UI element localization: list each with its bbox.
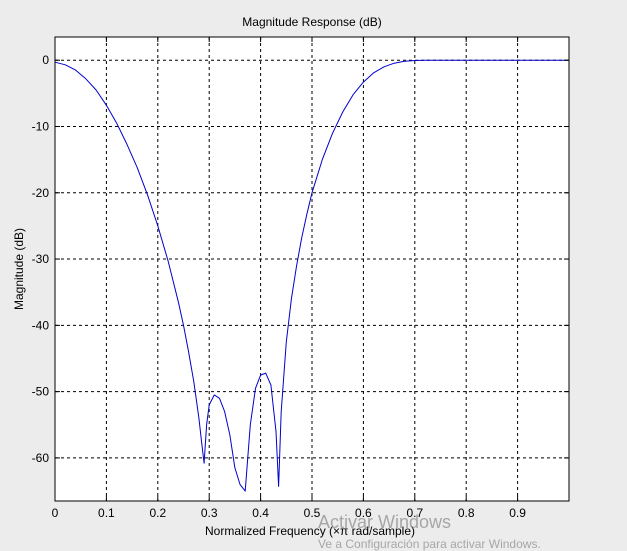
y-tick-label: -40: [32, 318, 50, 332]
x-tick-label: 0.8: [458, 506, 475, 520]
y-tick-label: -20: [32, 186, 50, 200]
grid-lines: [55, 37, 569, 501]
y-axis-label: Magnitude (dB): [12, 228, 26, 310]
chart-title: Magnitude Response (dB): [242, 15, 381, 29]
plot-area: [55, 37, 569, 501]
y-tick-label: -60: [32, 451, 50, 465]
x-tick-label: 0.2: [149, 506, 166, 520]
axis-ticks: 0 0.1 0.2 0.3 0.4 0.5 0.6 0.7 0.8 0.9 0 -10 -20 -30 -4…: [32, 37, 569, 520]
y-tick-label: 0: [42, 53, 49, 67]
x-tick-label: 0.4: [252, 506, 269, 520]
x-tick-label: 0.9: [509, 506, 526, 520]
x-axis-label: Normalized Frequency (×π rad/sample): [205, 524, 415, 538]
windows-activation-watermark: Activar Windows: [318, 512, 452, 532]
x-tick-label: 0: [52, 506, 59, 520]
x-tick-label: 0.3: [201, 506, 218, 520]
magnitude-series-line: [54, 59, 569, 492]
y-tick-label: -50: [32, 385, 50, 399]
x-tick-label: 0.5: [304, 506, 321, 520]
x-tick-label: 0.1: [98, 506, 115, 520]
series-layer: [54, 59, 569, 492]
windows-activation-hint: Ve a Configuración para activar Windows.: [318, 537, 541, 551]
x-tick-label: 0.7: [406, 506, 423, 520]
x-tick-label: 0.6: [355, 506, 372, 520]
y-tick-label: -10: [32, 119, 50, 133]
y-tick-label: -30: [32, 252, 50, 266]
